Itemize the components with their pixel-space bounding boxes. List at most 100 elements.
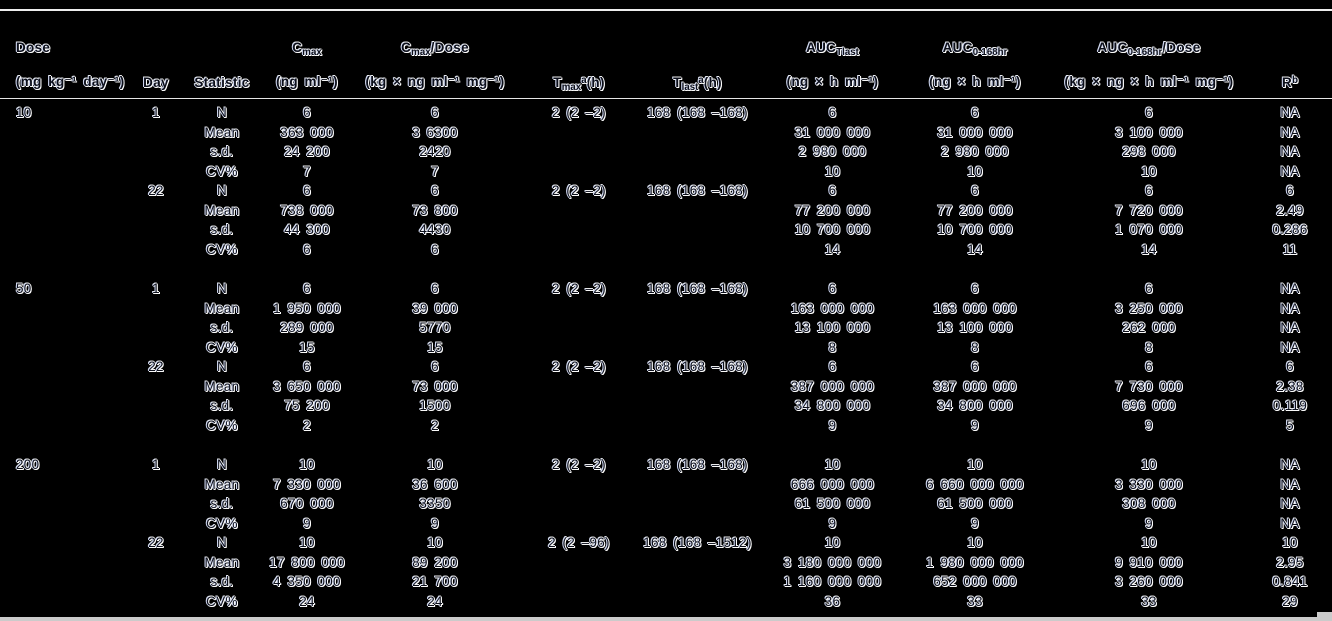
cell-day (130, 318, 182, 338)
table-row: 200 1 N 10 10 2 (2 –2) 168 (168 –168) 10 10 10 NA (0, 455, 1332, 475)
table-row: Mean 7 330 000 36 600 666 000 000 6 660 000 … (0, 475, 1332, 495)
cell-r: NA (1280, 300, 1300, 316)
cell-dose (0, 475, 130, 495)
cell-auc-tlast: 34 800 000 (794, 398, 871, 413)
cell-r: 6 (1286, 183, 1294, 198)
cell-auc-0-168: 2 980 000 (941, 144, 1009, 159)
col-header-dose: Dose (0, 10, 130, 56)
table-row: Mean 1 950 000 39 000 163 000 000 163 000 00… (0, 299, 1332, 319)
cell-cmax: 24 (299, 593, 315, 609)
cell-cmax: 10 (299, 457, 315, 472)
cell-day (130, 220, 182, 240)
table-row: Mean 17 800 000 89 200 3 180 000 000 1 980 0… (0, 553, 1332, 573)
cell-r: 5 (1286, 417, 1294, 433)
cell-tmax: 2 (2 –2) (552, 457, 606, 472)
cell-auc-0-168-dose: 10 (1141, 535, 1157, 550)
col-header-auc-0-168-units: (ng × h ml⁻¹) (910, 56, 1040, 99)
cell-tmax (518, 572, 640, 592)
cell-tmax (518, 475, 640, 495)
cell-statistic: CV% (206, 417, 238, 433)
cell-tlast (640, 240, 755, 260)
cell-cmax: 6 (303, 359, 311, 374)
table-row: s.d. 4 350 000 21 700 1 160 000 000 652 000 … (0, 572, 1332, 592)
page-bottom-edge (0, 617, 1332, 621)
header-row-1: Dose Cmax Cmax/Dose AUCTlast AUC0-168hr … (0, 10, 1332, 58)
cell-auc-tlast: 31 000 000 (794, 124, 871, 140)
table-row: CV% 7 7 10 10 10 NA (0, 162, 1332, 182)
cell-tlast (640, 123, 755, 143)
cell-statistic: s.d. (210, 574, 234, 589)
cell-statistic: s.d. (210, 496, 234, 511)
table-row: CV% 9 9 9 9 9 NA (0, 514, 1332, 534)
cell-tmax (518, 396, 640, 416)
cell-statistic: Mean (204, 124, 240, 140)
cell-auc-0-168: 6 (971, 183, 979, 198)
table-row: 10 1 N 6 6 2 (2 –2) 168 (168 –168) 6 6 6 NA (0, 99, 1332, 123)
col-header-cmax-units: (ng ml⁻¹) (262, 56, 352, 99)
cell-tmax (518, 377, 640, 397)
table-row: 50 1 N 6 6 2 (2 –2) 168 (168 –168) 6 6 6 NA (0, 279, 1332, 299)
cell-dose (0, 142, 130, 162)
cell-dose (0, 533, 130, 553)
table-row: 22 N 6 6 2 (2 –2) 168 (168 –168) 6 6 6 6 (0, 357, 1332, 377)
col-header-tlast-spacer (640, 10, 755, 56)
cell-statistic: N (216, 281, 228, 296)
cell-cmax: 4 350 000 (273, 574, 341, 589)
col-header-auc-0-168-dose: AUC0-168hr/Dose (1097, 40, 1201, 58)
cell-auc-0-168: 10 700 000 (937, 222, 1013, 237)
cell-cmax-dose: 6 (431, 183, 439, 198)
cell-tmax: 2 (2 –2) (552, 183, 606, 198)
cell-auc-0-168-dose: 1 070 000 (1115, 222, 1183, 237)
table-row: CV% 2 2 9 9 9 5 (0, 416, 1332, 436)
cell-tmax: 2 (2 –2) (552, 359, 606, 374)
cell-dose (0, 494, 130, 514)
cell-cmax: 10 (299, 535, 315, 550)
cell-statistic: s.d. (210, 222, 234, 237)
col-header-auc-0-168: AUC0-168hr (942, 40, 1008, 58)
cell-auc-0-168: 13 100 000 (937, 320, 1013, 335)
cell-cmax: 363 000 (280, 124, 334, 140)
table-row: s.d. 670 000 3350 61 500 000 61 500 000 308 0… (0, 494, 1332, 514)
cell-dose: 200 (16, 457, 40, 472)
cell-day (130, 338, 182, 358)
cell-cmax-dose: 6 (431, 359, 439, 374)
cell-cmax: 2 (303, 417, 311, 433)
cell-tlast (640, 338, 755, 358)
cell-tlast: 168 (168 –168) (647, 457, 748, 472)
cell-tmax: 2 (2 –2) (552, 105, 606, 120)
cell-cmax-dose: 7 (431, 163, 439, 179)
cell-day (130, 416, 182, 436)
cell-r: 6 (1286, 359, 1294, 374)
cell-r: NA (1280, 281, 1300, 296)
cell-cmax: 9 (303, 515, 311, 531)
col-header-day-spacer (130, 10, 182, 56)
cell-cmax-dose: 10 (427, 457, 443, 472)
cell-tlast: 168 (168 –168) (647, 105, 748, 120)
cell-auc-0-168-dose: 3 260 000 (1115, 574, 1183, 589)
cell-cmax-dose: 3350 (419, 496, 451, 511)
col-header-dose-units: (mg kg⁻¹ day⁻¹) (0, 56, 130, 99)
cell-r: NA (1280, 163, 1300, 179)
cell-auc-0-168-dose: 6 (1145, 183, 1153, 198)
col-header-r-spacer (1258, 10, 1332, 56)
cell-tmax (518, 318, 640, 338)
cell-tlast: 168 (168 –168) (647, 359, 748, 374)
cell-auc-0-168-dose: 9 (1145, 417, 1153, 433)
cell-cmax-dose: 1500 (419, 398, 451, 413)
table-row: CV% 24 24 36 33 33 29 (0, 592, 1332, 621)
cell-dose (0, 592, 130, 621)
header-row-2: (mg kg⁻¹ day⁻¹) Day Statistic (ng ml⁻¹) … (0, 56, 1332, 99)
col-header-tlast: Tlasta(h) (640, 56, 755, 99)
table-row: s.d. 289 000 5770 13 100 000 13 100 000 262 0… (0, 318, 1332, 338)
cell-auc-tlast: 10 (824, 457, 841, 472)
col-header-cmax-dose-units: (kg × ng ml⁻¹ mg⁻¹) (352, 56, 518, 99)
cell-cmax: 6 (303, 183, 311, 198)
cell-tlast (640, 416, 755, 436)
cell-auc-0-168: 33 (967, 593, 983, 609)
group-gap (0, 435, 1332, 455)
table-row: CV% 6 6 14 14 14 11 (0, 240, 1332, 260)
cell-r: NA (1280, 515, 1300, 531)
cell-dose (0, 357, 130, 377)
cell-day: 22 (148, 535, 164, 550)
cell-cmax-dose: 6 (431, 105, 439, 120)
